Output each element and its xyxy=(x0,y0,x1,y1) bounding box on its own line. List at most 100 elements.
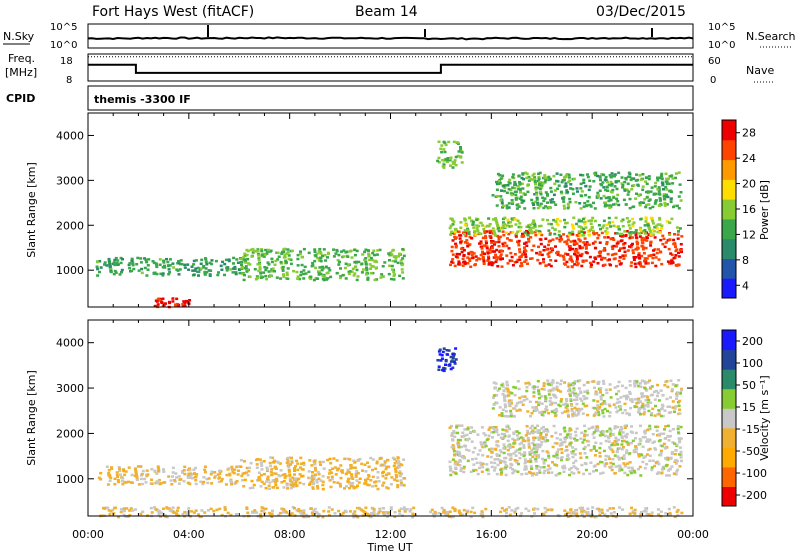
velocity-cell-3 xyxy=(619,405,623,408)
power-cell-1 xyxy=(299,250,302,253)
power-cell-1 xyxy=(364,248,368,251)
velocity-cell-2 xyxy=(657,471,661,475)
power-cell-2 xyxy=(585,251,589,255)
power-cell-4 xyxy=(556,187,559,190)
velocity-cell-2 xyxy=(574,466,578,470)
velocity-cell-2 xyxy=(450,445,454,449)
velocity-cell-3 xyxy=(657,409,661,412)
power-cell-0 xyxy=(155,263,159,267)
power-cbar-label: 4 xyxy=(742,279,749,292)
velocity-cell-2 xyxy=(671,428,675,431)
power-cell-2 xyxy=(520,261,523,265)
velocity-cell-2 xyxy=(590,426,594,429)
power-cell-3 xyxy=(632,221,636,224)
power-cell-2 xyxy=(534,233,538,237)
velocity-cell-1 xyxy=(397,465,401,469)
power-cell-0 xyxy=(146,264,150,267)
power-cell-4 xyxy=(628,175,632,178)
velocity-cell-3 xyxy=(633,382,637,385)
velocity-cell-5 xyxy=(377,511,381,514)
velocity-cell-3 xyxy=(594,411,598,414)
velocity-cell-2 xyxy=(573,453,577,456)
velocity-cell-2 xyxy=(648,424,652,428)
power-cell-2 xyxy=(458,234,462,237)
velocity-cell-2 xyxy=(669,434,672,438)
velocity-cell-2 xyxy=(518,456,522,460)
velocity-cell-2 xyxy=(601,471,605,475)
velocity-cell-3 xyxy=(640,392,644,395)
velocity-cell-3 xyxy=(678,392,682,395)
power-cell-4 xyxy=(530,198,534,202)
velocity-cell-1 xyxy=(356,484,359,487)
velocity-cell-1 xyxy=(239,465,243,468)
velocity-cell-5 xyxy=(282,508,286,511)
velocity-cell-2 xyxy=(518,442,522,446)
power-cell-4 xyxy=(661,183,665,187)
velocity-cell-2 xyxy=(532,436,536,439)
freq-panel: Freq. [MHz] 18 8 60 0 Nave xyxy=(5,52,775,86)
velocity-cell-0 xyxy=(179,478,183,481)
velocity-cell-1 xyxy=(266,475,270,478)
velocity-cell-3 xyxy=(669,379,673,382)
velocity-cell-2 xyxy=(499,451,503,454)
power-cell-2 xyxy=(457,230,461,233)
velocity-cell-5 xyxy=(618,506,622,509)
power-cell-2 xyxy=(644,246,648,250)
velocity-cell-5 xyxy=(141,510,145,513)
velocity-cell-2 xyxy=(542,460,546,463)
velocity-cell-2 xyxy=(459,467,463,470)
velocity-cell-0 xyxy=(229,479,233,483)
velocity-cell-1 xyxy=(316,470,320,474)
power-cell-1 xyxy=(287,254,291,257)
power-cell-4 xyxy=(668,189,672,193)
power-cell-1 xyxy=(244,259,248,262)
power-cell-0 xyxy=(96,267,100,271)
power-cell-1 xyxy=(257,257,261,260)
power-cell-4 xyxy=(564,175,567,179)
power-cell-6 xyxy=(444,143,448,147)
power-cell-1 xyxy=(243,252,247,255)
velocity-cell-0 xyxy=(183,472,187,476)
velocity-cell-3 xyxy=(491,407,495,410)
velocity-cell-3 xyxy=(554,401,558,405)
power-cell-4 xyxy=(567,176,571,179)
velocity-cell-2 xyxy=(567,429,571,433)
power-cell-0 xyxy=(115,262,119,265)
power-cell-6 xyxy=(456,141,460,144)
velocity-cell-1 xyxy=(302,482,306,486)
power-cell-2 xyxy=(479,240,483,243)
velocity-cell-3 xyxy=(517,387,521,391)
power-cell-1 xyxy=(286,248,290,251)
velocity-cell-1 xyxy=(385,466,389,469)
power-cell-3 xyxy=(554,220,558,223)
velocity-cell-3 xyxy=(568,387,572,390)
velocity-cell-3 xyxy=(603,402,607,405)
power-cell-0 xyxy=(236,261,240,264)
power-cell-4 xyxy=(565,173,569,177)
velocity-cell-1 xyxy=(283,476,287,479)
velocity-cell-0 xyxy=(194,466,197,470)
power-cell-0 xyxy=(146,268,150,271)
velocity-cell-2 xyxy=(667,474,671,477)
velocity-cell-2 xyxy=(512,452,516,455)
power-cell-4 xyxy=(588,203,592,207)
power-cell-1 xyxy=(299,270,303,274)
velocity-cell-3 xyxy=(532,387,536,391)
power-cell-2 xyxy=(462,231,465,234)
velocity-cell-0 xyxy=(237,469,240,472)
velocity-cell-5 xyxy=(302,515,306,519)
velocity-cell-2 xyxy=(583,445,587,449)
velocity-cell-2 xyxy=(587,440,591,443)
power-cell-2 xyxy=(573,252,576,256)
velocity-cell-0 xyxy=(186,468,190,472)
power-cell-1 xyxy=(396,261,400,265)
power-cell-4 xyxy=(496,172,500,176)
velocity-cell-2 xyxy=(455,426,459,429)
velocity-colorbar-label: Velocity [m s⁻¹] xyxy=(758,375,771,460)
velocity-cell-2 xyxy=(624,436,628,439)
power-cell-4 xyxy=(620,182,624,185)
power-cell-3 xyxy=(508,221,512,224)
velocity-cell-2 xyxy=(545,450,549,453)
power-cell-2 xyxy=(523,260,527,263)
